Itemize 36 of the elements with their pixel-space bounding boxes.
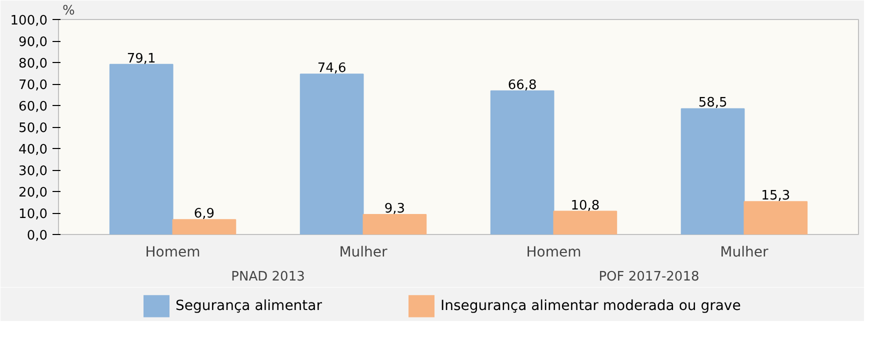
bar: [300, 74, 364, 234]
data-label: 9,3: [384, 202, 406, 217]
y-tick-label: 60,0: [18, 100, 48, 114]
bar: [490, 90, 554, 234]
legend-label: Segurança alimentar: [176, 298, 322, 314]
data-label: 74,6: [317, 61, 346, 76]
bar: [172, 219, 236, 234]
legend-label: Insegurança alimentar moderada ou grave: [440, 298, 741, 314]
data-label: 79,1: [126, 51, 156, 66]
x-tick-label: Homem: [526, 244, 582, 260]
data-label: 10,8: [570, 198, 600, 214]
bar: [680, 108, 745, 234]
bar: [744, 201, 808, 234]
data-label: 15,3: [761, 188, 790, 204]
bar: [553, 210, 618, 234]
y-tick-label: 50,0: [18, 121, 48, 136]
text: POF 2017-2018: [598, 270, 700, 284]
y-tick-label: 30,0: [18, 164, 48, 179]
y-tick-label: 90,0: [18, 35, 48, 50]
x-tick-label: Homem: [145, 244, 200, 260]
y-tick-label: 100,0: [10, 14, 48, 28]
bar: [109, 64, 174, 234]
data-label: 66,8: [508, 78, 537, 93]
y-tick-label: 0,0: [26, 228, 48, 244]
y-tick-label: 70,0: [18, 78, 48, 93]
x-tick-label: Mulher: [339, 244, 388, 260]
text: PNAD 2013: [231, 270, 305, 284]
y-tick-label: 20,0: [18, 186, 48, 200]
y-tick-label: 10,0: [18, 207, 48, 222]
x-tick-label: Mulher: [720, 244, 768, 260]
y-tick-label: 40,0: [18, 142, 48, 158]
data-label: 58,5: [698, 96, 728, 111]
data-label: 6,9: [194, 206, 215, 222]
y-tick-label: 80,0: [18, 56, 48, 72]
y-axis-title: %: [62, 4, 75, 18]
bar: [362, 214, 427, 234]
